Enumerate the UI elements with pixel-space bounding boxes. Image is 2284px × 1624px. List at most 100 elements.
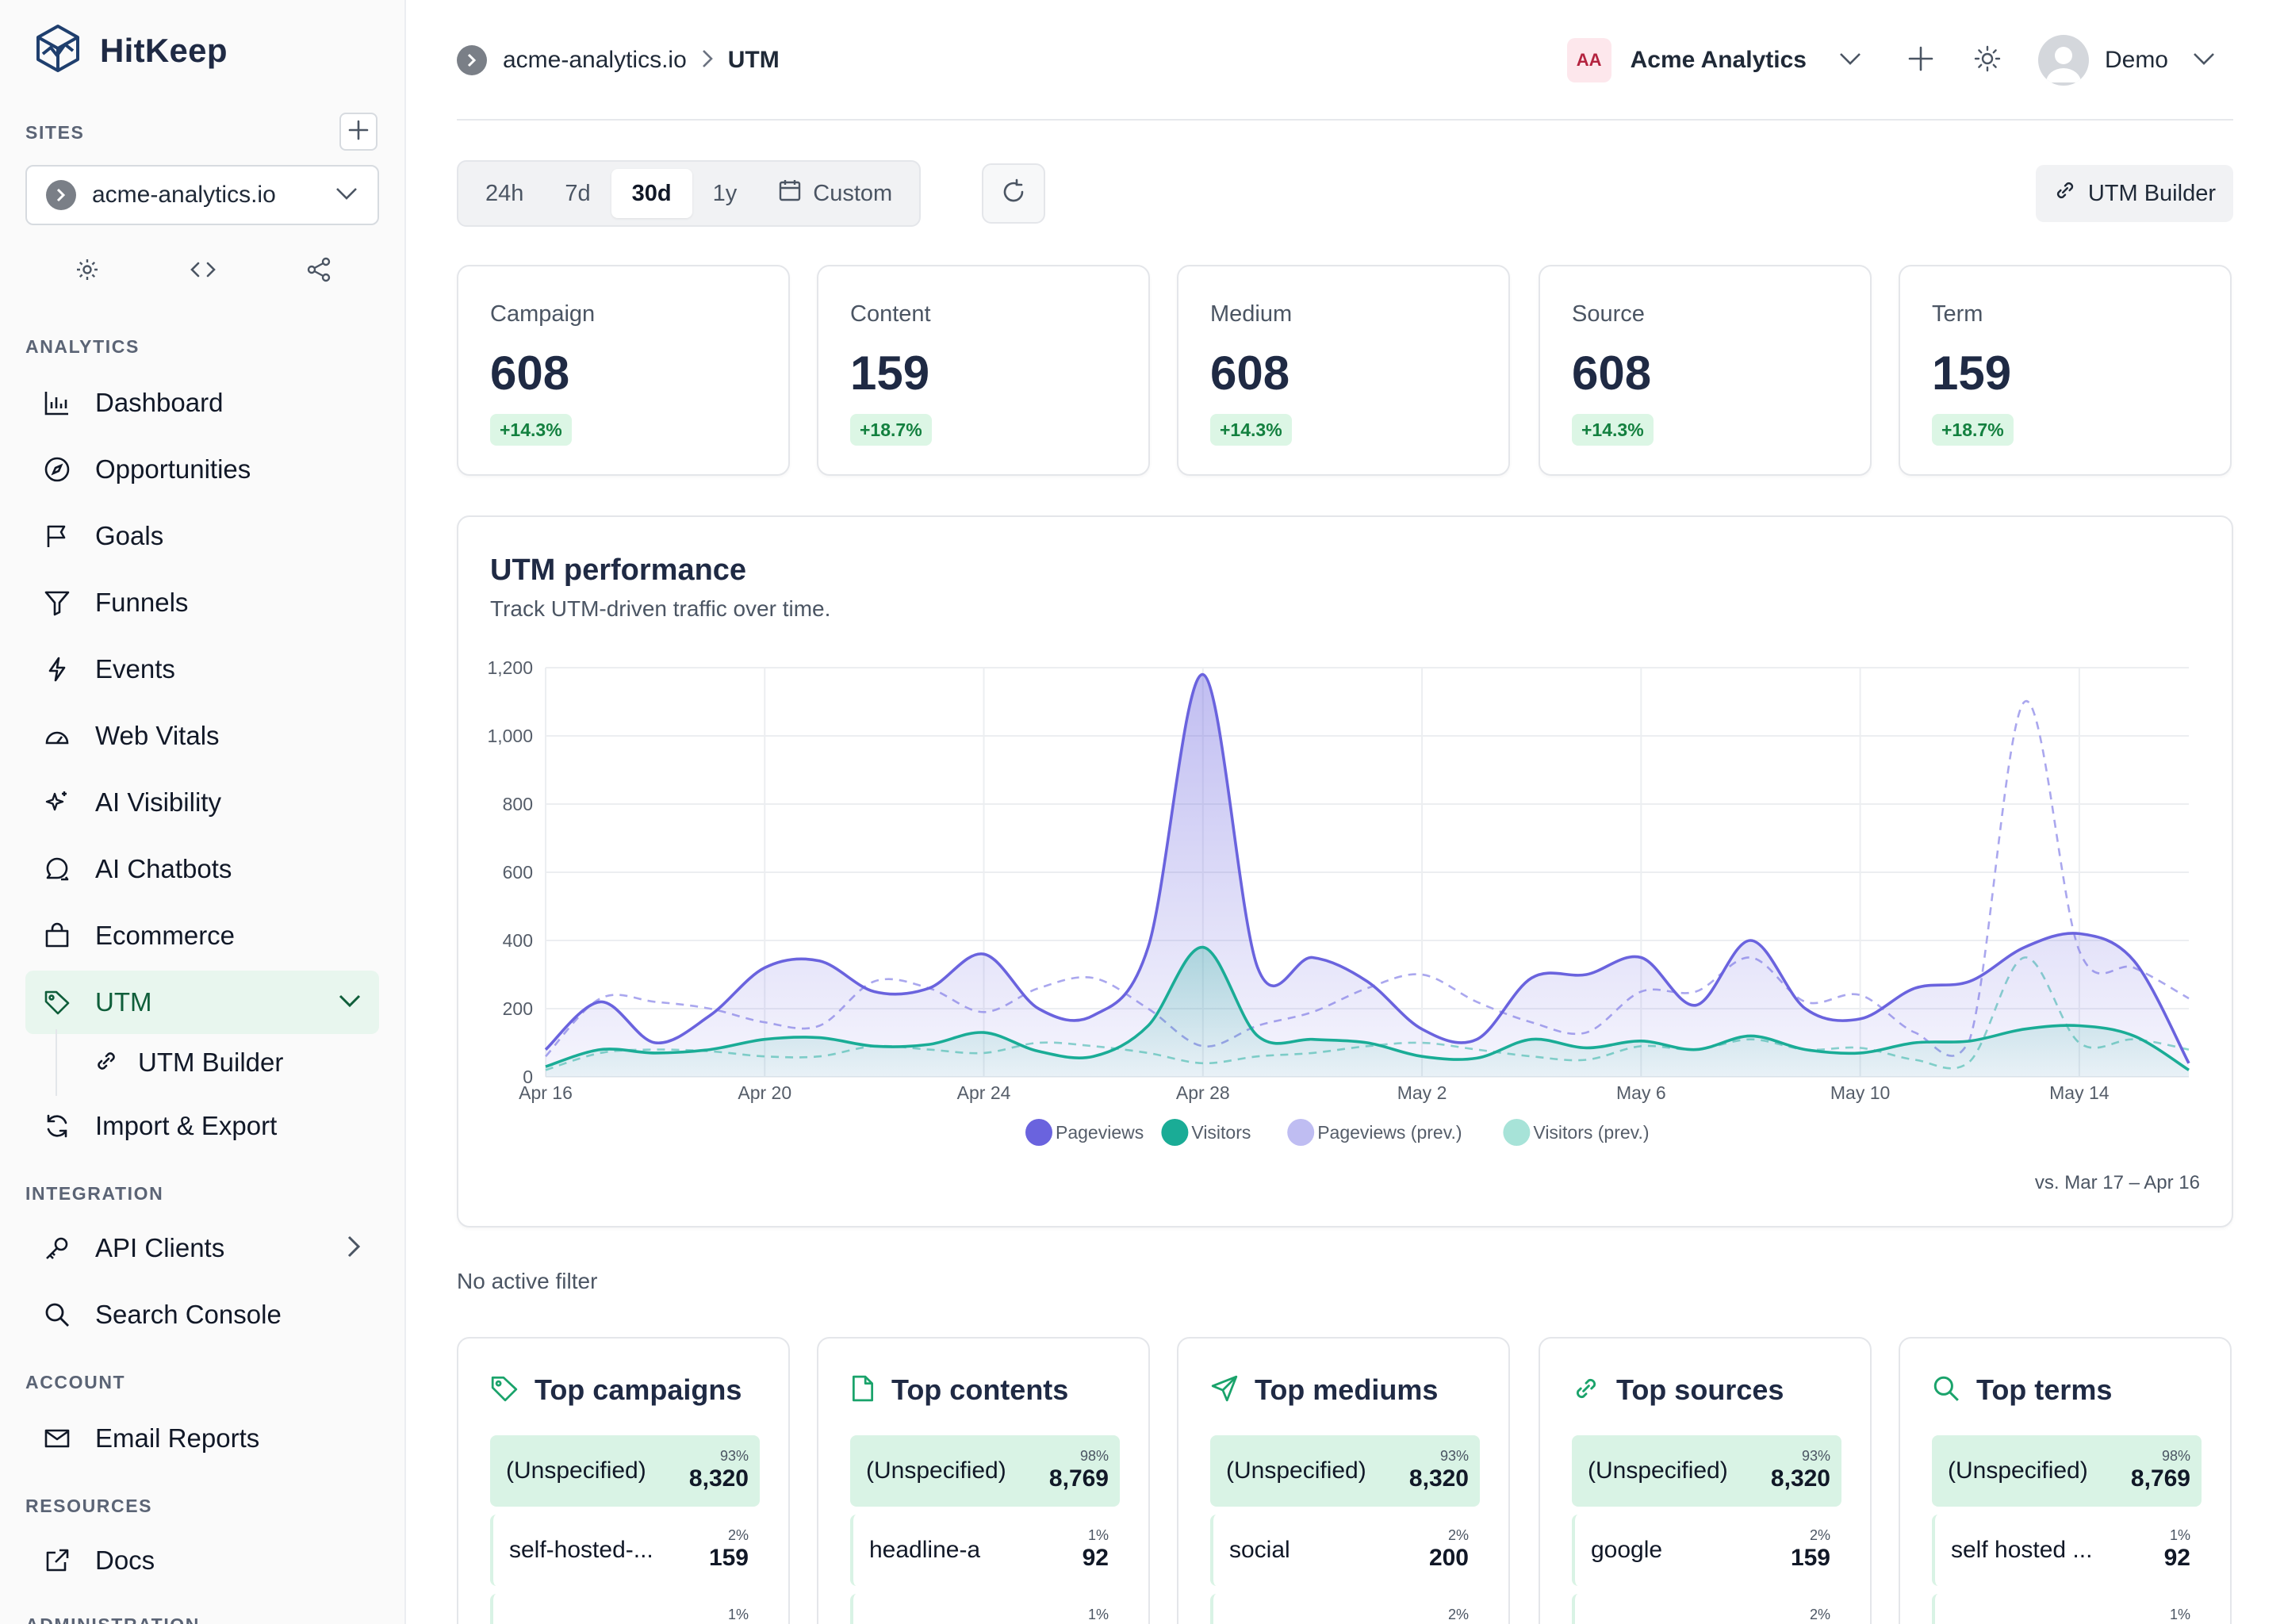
nav-api-clients[interactable]: API Clients	[25, 1216, 379, 1280]
item-name: self-hosted-...	[509, 1537, 653, 1563]
mail-icon	[43, 1424, 71, 1453]
code-icon	[190, 259, 217, 284]
bar-chart-icon	[43, 389, 71, 417]
user-avatar[interactable]	[2037, 35, 2089, 86]
chevron-right-icon	[701, 48, 714, 73]
nav-label: Web Vitals	[95, 721, 220, 750]
chevron-down-icon[interactable]	[1838, 51, 1862, 71]
list-item[interactable]: self-hosted-... 2% 159	[490, 1515, 760, 1586]
range-30d[interactable]: 30d	[611, 169, 692, 218]
comparison-period: vs. Mar 17 – Apr 16	[2034, 1172, 2200, 1193]
nav-label: Opportunities	[95, 454, 251, 484]
list-item[interactable]: (Unspecified) 98% 8,769	[850, 1435, 1120, 1507]
org-avatar[interactable]: AA	[1566, 38, 1611, 82]
nav-utm[interactable]: UTM	[25, 971, 379, 1034]
top-mediums-card: Top mediums (Unspecified) 93% 8,320 social…	[1177, 1337, 1510, 1624]
stat-card-term: Term 159 +18.7%	[1899, 265, 2232, 476]
nav-web-vitals[interactable]: Web Vitals	[25, 704, 379, 768]
list-item[interactable]: (Unspecified) 93% 8,320	[1572, 1435, 1841, 1507]
add-site-button[interactable]	[339, 113, 377, 151]
item-percent: 1%	[727, 1607, 749, 1622]
brand[interactable]: HitKeep	[35, 24, 228, 77]
range-1y[interactable]: 1y	[712, 180, 738, 206]
nav-events[interactable]: Events	[25, 638, 379, 701]
chevron-down-icon	[335, 186, 358, 205]
legend-label: Visitors (prev.)	[1533, 1122, 1649, 1143]
utm-performance-chart[interactable]: 0 200 400 600 800 1,000 1,200 Apr 16 Apr 20 Apr 2…	[458, 517, 2235, 1167]
nav-utm-builder[interactable]: UTM Builder	[56, 1029, 379, 1096]
legend-label: Pageviews (prev.)	[1317, 1122, 1462, 1143]
filter-status: No active filter	[457, 1269, 598, 1293]
nav-goals[interactable]: Goals	[25, 504, 379, 568]
x-tick-label: Apr 16	[519, 1082, 573, 1103]
list-item[interactable]: (Unspecified) 93% 8,320	[1210, 1435, 1480, 1507]
flag-icon	[43, 522, 71, 550]
nav-ai-visibility[interactable]: AI Visibility	[25, 771, 379, 834]
list-item[interactable]: social 2% 200	[1210, 1515, 1480, 1586]
stat-title: Medium	[1210, 301, 1293, 327]
item-name: (Unspecified)	[506, 1457, 646, 1484]
nav-label: Docs	[95, 1545, 155, 1575]
share-icon	[305, 256, 332, 287]
chevron-down-icon[interactable]	[2192, 51, 2216, 71]
item-percent: 1%	[1087, 1527, 1109, 1543]
list-item[interactable]: headline-a 1% 92	[850, 1515, 1120, 1586]
nav-dashboard[interactable]: Dashboard	[25, 371, 379, 435]
nav-import-export[interactable]: Import & Export	[25, 1094, 379, 1158]
top-list-title: Top mediums	[1255, 1373, 1439, 1406]
range-24h[interactable]: 24h	[485, 180, 524, 206]
nav-docs[interactable]: Docs	[25, 1529, 379, 1592]
list-item[interactable]: 2%	[1572, 1594, 1841, 1624]
list-item[interactable]: google 2% 159	[1572, 1515, 1841, 1586]
plus-icon[interactable]	[1907, 44, 1935, 77]
nav-funnels[interactable]: Funnels	[25, 571, 379, 634]
nav-search-console[interactable]: Search Console	[25, 1283, 379, 1346]
x-tick-label: May 6	[1616, 1082, 1666, 1103]
top-bar: acme-analytics.io UTM AA Acme Analytics …	[457, 35, 2233, 86]
top-bar-actions: AA Acme Analytics Demo	[1566, 35, 2233, 86]
list-item[interactable]: 1%	[490, 1594, 760, 1624]
range-custom[interactable]: Custom	[757, 169, 913, 218]
list-item[interactable]: 1%	[850, 1594, 1120, 1624]
org-switcher[interactable]: Acme Analytics	[1630, 47, 1807, 73]
item-name: social	[1229, 1537, 1290, 1563]
range-7d[interactable]: 7d	[565, 180, 591, 206]
list-item[interactable]: 2%	[1210, 1594, 1480, 1624]
nav-ecommerce[interactable]: Ecommerce	[25, 904, 379, 967]
item-percent: 1%	[2169, 1607, 2190, 1622]
site-settings-button[interactable]	[70, 254, 105, 289]
list-item[interactable]: (Unspecified) 98% 8,769	[1932, 1435, 2202, 1507]
chart-subtitle: Track UTM-driven traffic over time.	[490, 596, 831, 621]
top-list-title: Top terms	[1976, 1373, 2113, 1406]
nav-label: Dashboard	[95, 388, 224, 417]
stat-card-content: Content 159 +18.7%	[817, 265, 1150, 476]
utm-builder-button[interactable]: UTM Builder	[2035, 165, 2233, 222]
legend-swatch-visitors	[1161, 1119, 1189, 1146]
stat-delta-badge: +14.3%	[490, 414, 572, 446]
nav-ai-chatbots[interactable]: AI Chatbots	[25, 837, 379, 901]
item-name: (Unspecified)	[866, 1457, 1006, 1484]
breadcrumb-site[interactable]: acme-analytics.io	[503, 47, 687, 73]
plus-icon	[347, 118, 370, 146]
item-percent: 93%	[1439, 1448, 1469, 1464]
list-item[interactable]: 1%	[1932, 1594, 2202, 1624]
x-tick-label: Apr 28	[1176, 1082, 1230, 1103]
utm-builder-label: UTM Builder	[2087, 180, 2216, 206]
nav-opportunities[interactable]: Opportunities	[25, 438, 379, 501]
sun-icon[interactable]	[1973, 44, 2002, 77]
item-name: headline-a	[869, 1537, 981, 1563]
refresh-button[interactable]	[982, 163, 1045, 224]
search-icon	[43, 1300, 71, 1329]
nav-label: AI Chatbots	[95, 854, 232, 883]
list-item[interactable]: (Unspecified) 93% 8,320	[490, 1435, 760, 1507]
site-selector[interactable]: acme-analytics.io	[25, 165, 379, 225]
list-item[interactable]: self hosted ... 1% 92	[1932, 1515, 2202, 1586]
analytics-section-label: ANALYTICS	[25, 336, 140, 357]
nav-email-reports[interactable]: Email Reports	[25, 1407, 379, 1470]
utm-performance-card: UTM performance Track UTM-driven traffic…	[457, 515, 2233, 1228]
y-tick-label: 400	[503, 930, 533, 951]
share-site-button[interactable]	[301, 254, 336, 289]
embed-code-button[interactable]	[186, 254, 220, 289]
user-menu[interactable]: Demo	[2104, 47, 2168, 73]
area-pageviews	[546, 674, 2189, 1077]
